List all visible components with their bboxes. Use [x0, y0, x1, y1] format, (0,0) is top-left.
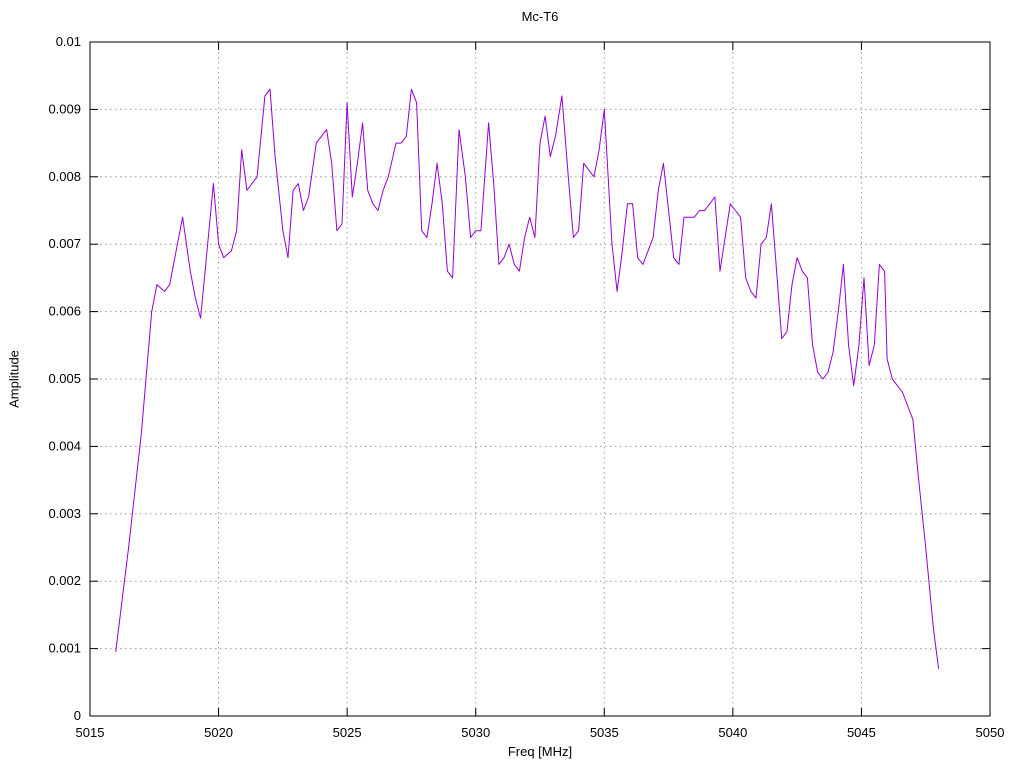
y-tick-label: 0.007	[48, 236, 81, 251]
y-tick-label: 0.008	[48, 169, 81, 184]
y-tick-label: 0.009	[48, 101, 81, 116]
y-tick-label: 0	[74, 708, 81, 723]
x-tick-label: 5020	[204, 725, 233, 740]
x-tick-label: 5045	[847, 725, 876, 740]
x-tick-label: 5040	[718, 725, 747, 740]
chart-title: Mc-T6	[521, 9, 559, 24]
y-tick-label: 0.002	[48, 573, 81, 588]
y-tick-label: 0.01	[56, 34, 81, 49]
y-tick-label: 0.003	[48, 506, 81, 521]
data-line	[115, 88, 940, 669]
x-axis-label: Freq [MHz]	[507, 744, 573, 759]
x-tick-label: 5035	[590, 725, 619, 740]
y-tick-label: 0.006	[48, 304, 81, 319]
plot-border	[89, 41, 991, 717]
x-tick-label: 5030	[461, 725, 490, 740]
x-tick-label: 5025	[333, 725, 362, 740]
x-tick-label: 5050	[976, 725, 1005, 740]
x-tick-label: 5015	[76, 725, 105, 740]
y-tick-label: 0.005	[48, 371, 81, 386]
y-tick-label: 0.004	[48, 438, 81, 453]
y-tick-label: 0.001	[48, 641, 81, 656]
